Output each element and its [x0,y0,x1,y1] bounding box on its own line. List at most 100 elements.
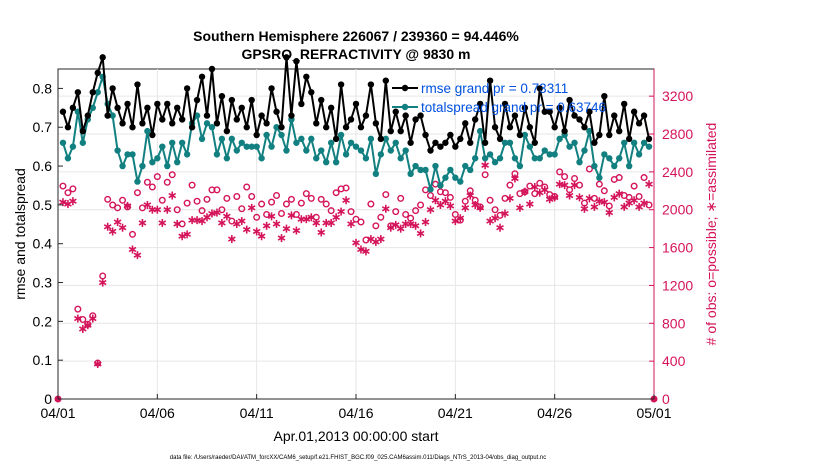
spread-point [318,147,325,154]
obs-assimilated-point [550,193,559,202]
spread-point [144,127,151,135]
spread-point [506,139,514,146]
rmse-point [233,116,240,123]
obs-possible-point [163,178,171,186]
rmse-point [342,124,350,131]
spread-point [630,139,638,146]
rmse-point [238,104,245,112]
obs-assimilated-point [411,221,420,230]
obs-assimilated-point [347,219,355,228]
obs-possible-point [64,189,72,197]
obs-possible-point [59,182,67,190]
obs-assimilated-point [223,212,231,221]
rmse-point [183,85,191,92]
obs-assimilated-point [69,197,77,206]
obs-assimilated-point [381,204,390,213]
rmse-point [327,104,335,112]
obs-possible-point [297,199,305,207]
obs-assimilated-point [516,203,524,212]
obs-possible-point [342,184,350,192]
obs-possible-point [243,183,251,191]
obs-assimilated-point [272,219,281,228]
y-tick-label: 0.1 [33,352,53,368]
rmse-point [621,100,628,108]
rmse-point [84,112,92,119]
spread-point [501,139,509,146]
obs-assimilated-point [446,201,455,210]
spread-point [337,131,345,139]
obs-assimilated-point [431,196,440,205]
x-tick-label: 04/21 [438,405,473,421]
y2-tick-label: 400 [662,353,686,369]
spread-point [457,178,464,185]
obs-assimilated-point [506,194,514,203]
obs-assimilated-point [600,198,609,207]
obs-possible-point [561,173,569,181]
y2-tick-label: 2400 [662,164,693,180]
spread-point [228,135,236,143]
rmse-point [422,131,429,139]
y2-tick-label: 1200 [662,277,693,293]
obs-possible-point [74,305,82,313]
rmse-point [94,69,101,77]
obs-assimilated-point [327,218,336,227]
rmse-point [263,120,270,127]
obs-assimilated-point [218,218,226,227]
spread-point [248,143,255,150]
obs-possible-point [282,200,290,208]
obs-possible-point [441,189,449,197]
obs-possible-point [228,217,236,225]
obs-assimilated-point [590,202,599,211]
obs-possible-point [486,196,494,204]
obs-assimilated-point [476,203,485,212]
rmse-point [278,124,285,131]
spread-point [491,158,499,166]
spread-point [223,155,231,162]
rmse-point [129,124,136,131]
grid [58,69,654,399]
spread-point [402,147,409,154]
spread-point [586,127,593,135]
rmse-point [516,131,524,139]
x-tick-label: 04/06 [140,405,175,421]
rmse-point [288,112,295,119]
obs-assimilated-point [138,218,147,227]
obs-possible-point [506,181,514,189]
obs-assimilated-point [352,238,360,247]
spread-point [64,155,72,162]
spread-point [164,162,171,170]
rmse-point [99,54,106,61]
rmse-point [377,135,385,143]
rmse-point [432,139,439,146]
rmse-point [218,92,226,100]
spread-point [119,162,126,170]
spread-point [149,158,156,166]
spread-point [476,127,484,135]
y2-tick-label: 0 [662,391,670,407]
rmse-point [178,116,186,123]
spread-point [293,139,300,146]
rmse-point [630,108,638,115]
rmse-point [635,120,643,127]
spread-point [606,155,613,162]
obs-assimilated-point [267,212,276,221]
obs-possible-point [253,213,261,221]
obs-possible-point [372,222,380,230]
rmse-point [59,108,67,115]
rmse-point [437,143,444,150]
spread-point [298,135,305,143]
spread-point [581,147,588,154]
spread-point [536,155,543,162]
rmse-point [556,104,563,112]
rmse-point [501,100,509,108]
obs-possible-point [104,195,112,203]
spread-point [432,162,439,170]
obs-assimilated-point [496,223,504,232]
rmse-point [606,131,613,139]
rmse-point [536,85,543,92]
obs-possible-point [133,189,141,197]
obs-assimilated-point [530,183,539,192]
rmse-point [486,77,494,84]
y-tick-label: 0.7 [33,119,53,135]
spread-point [273,124,280,131]
